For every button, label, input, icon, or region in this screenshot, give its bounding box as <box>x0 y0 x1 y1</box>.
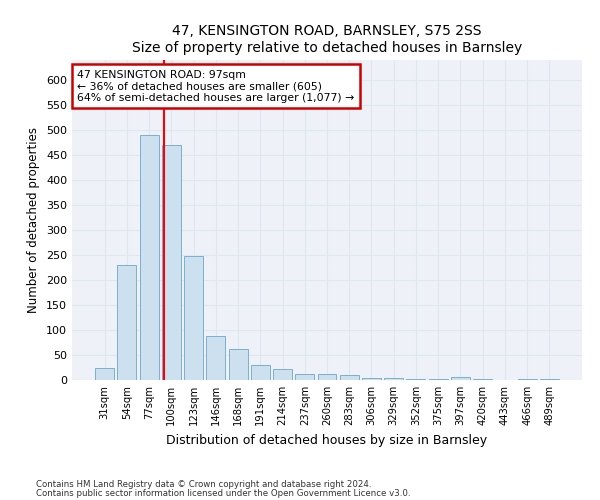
Bar <box>273 369 292 380</box>
Bar <box>317 374 337 380</box>
Bar <box>340 375 359 380</box>
Bar <box>406 378 425 380</box>
Bar <box>540 378 559 380</box>
Bar <box>429 379 448 380</box>
Text: Contains public sector information licensed under the Open Government Licence v3: Contains public sector information licen… <box>36 489 410 498</box>
Text: 47 KENSINGTON ROAD: 97sqm
← 36% of detached houses are smaller (605)
64% of semi: 47 KENSINGTON ROAD: 97sqm ← 36% of detac… <box>77 70 355 103</box>
Bar <box>362 378 381 380</box>
Bar <box>251 365 270 380</box>
Bar <box>118 265 136 380</box>
Bar <box>206 336 225 380</box>
Bar <box>384 378 403 380</box>
Bar <box>95 368 114 380</box>
Bar <box>295 374 314 380</box>
Bar <box>451 377 470 380</box>
Bar <box>184 256 203 380</box>
Bar <box>162 145 181 380</box>
X-axis label: Distribution of detached houses by size in Barnsley: Distribution of detached houses by size … <box>166 434 488 446</box>
Bar <box>518 378 536 380</box>
Title: 47, KENSINGTON ROAD, BARNSLEY, S75 2SS
Size of property relative to detached hou: 47, KENSINGTON ROAD, BARNSLEY, S75 2SS S… <box>132 24 522 54</box>
Y-axis label: Number of detached properties: Number of detached properties <box>28 127 40 313</box>
Bar <box>229 349 248 380</box>
Bar <box>140 135 158 380</box>
Text: Contains HM Land Registry data © Crown copyright and database right 2024.: Contains HM Land Registry data © Crown c… <box>36 480 371 489</box>
Bar <box>473 379 492 380</box>
